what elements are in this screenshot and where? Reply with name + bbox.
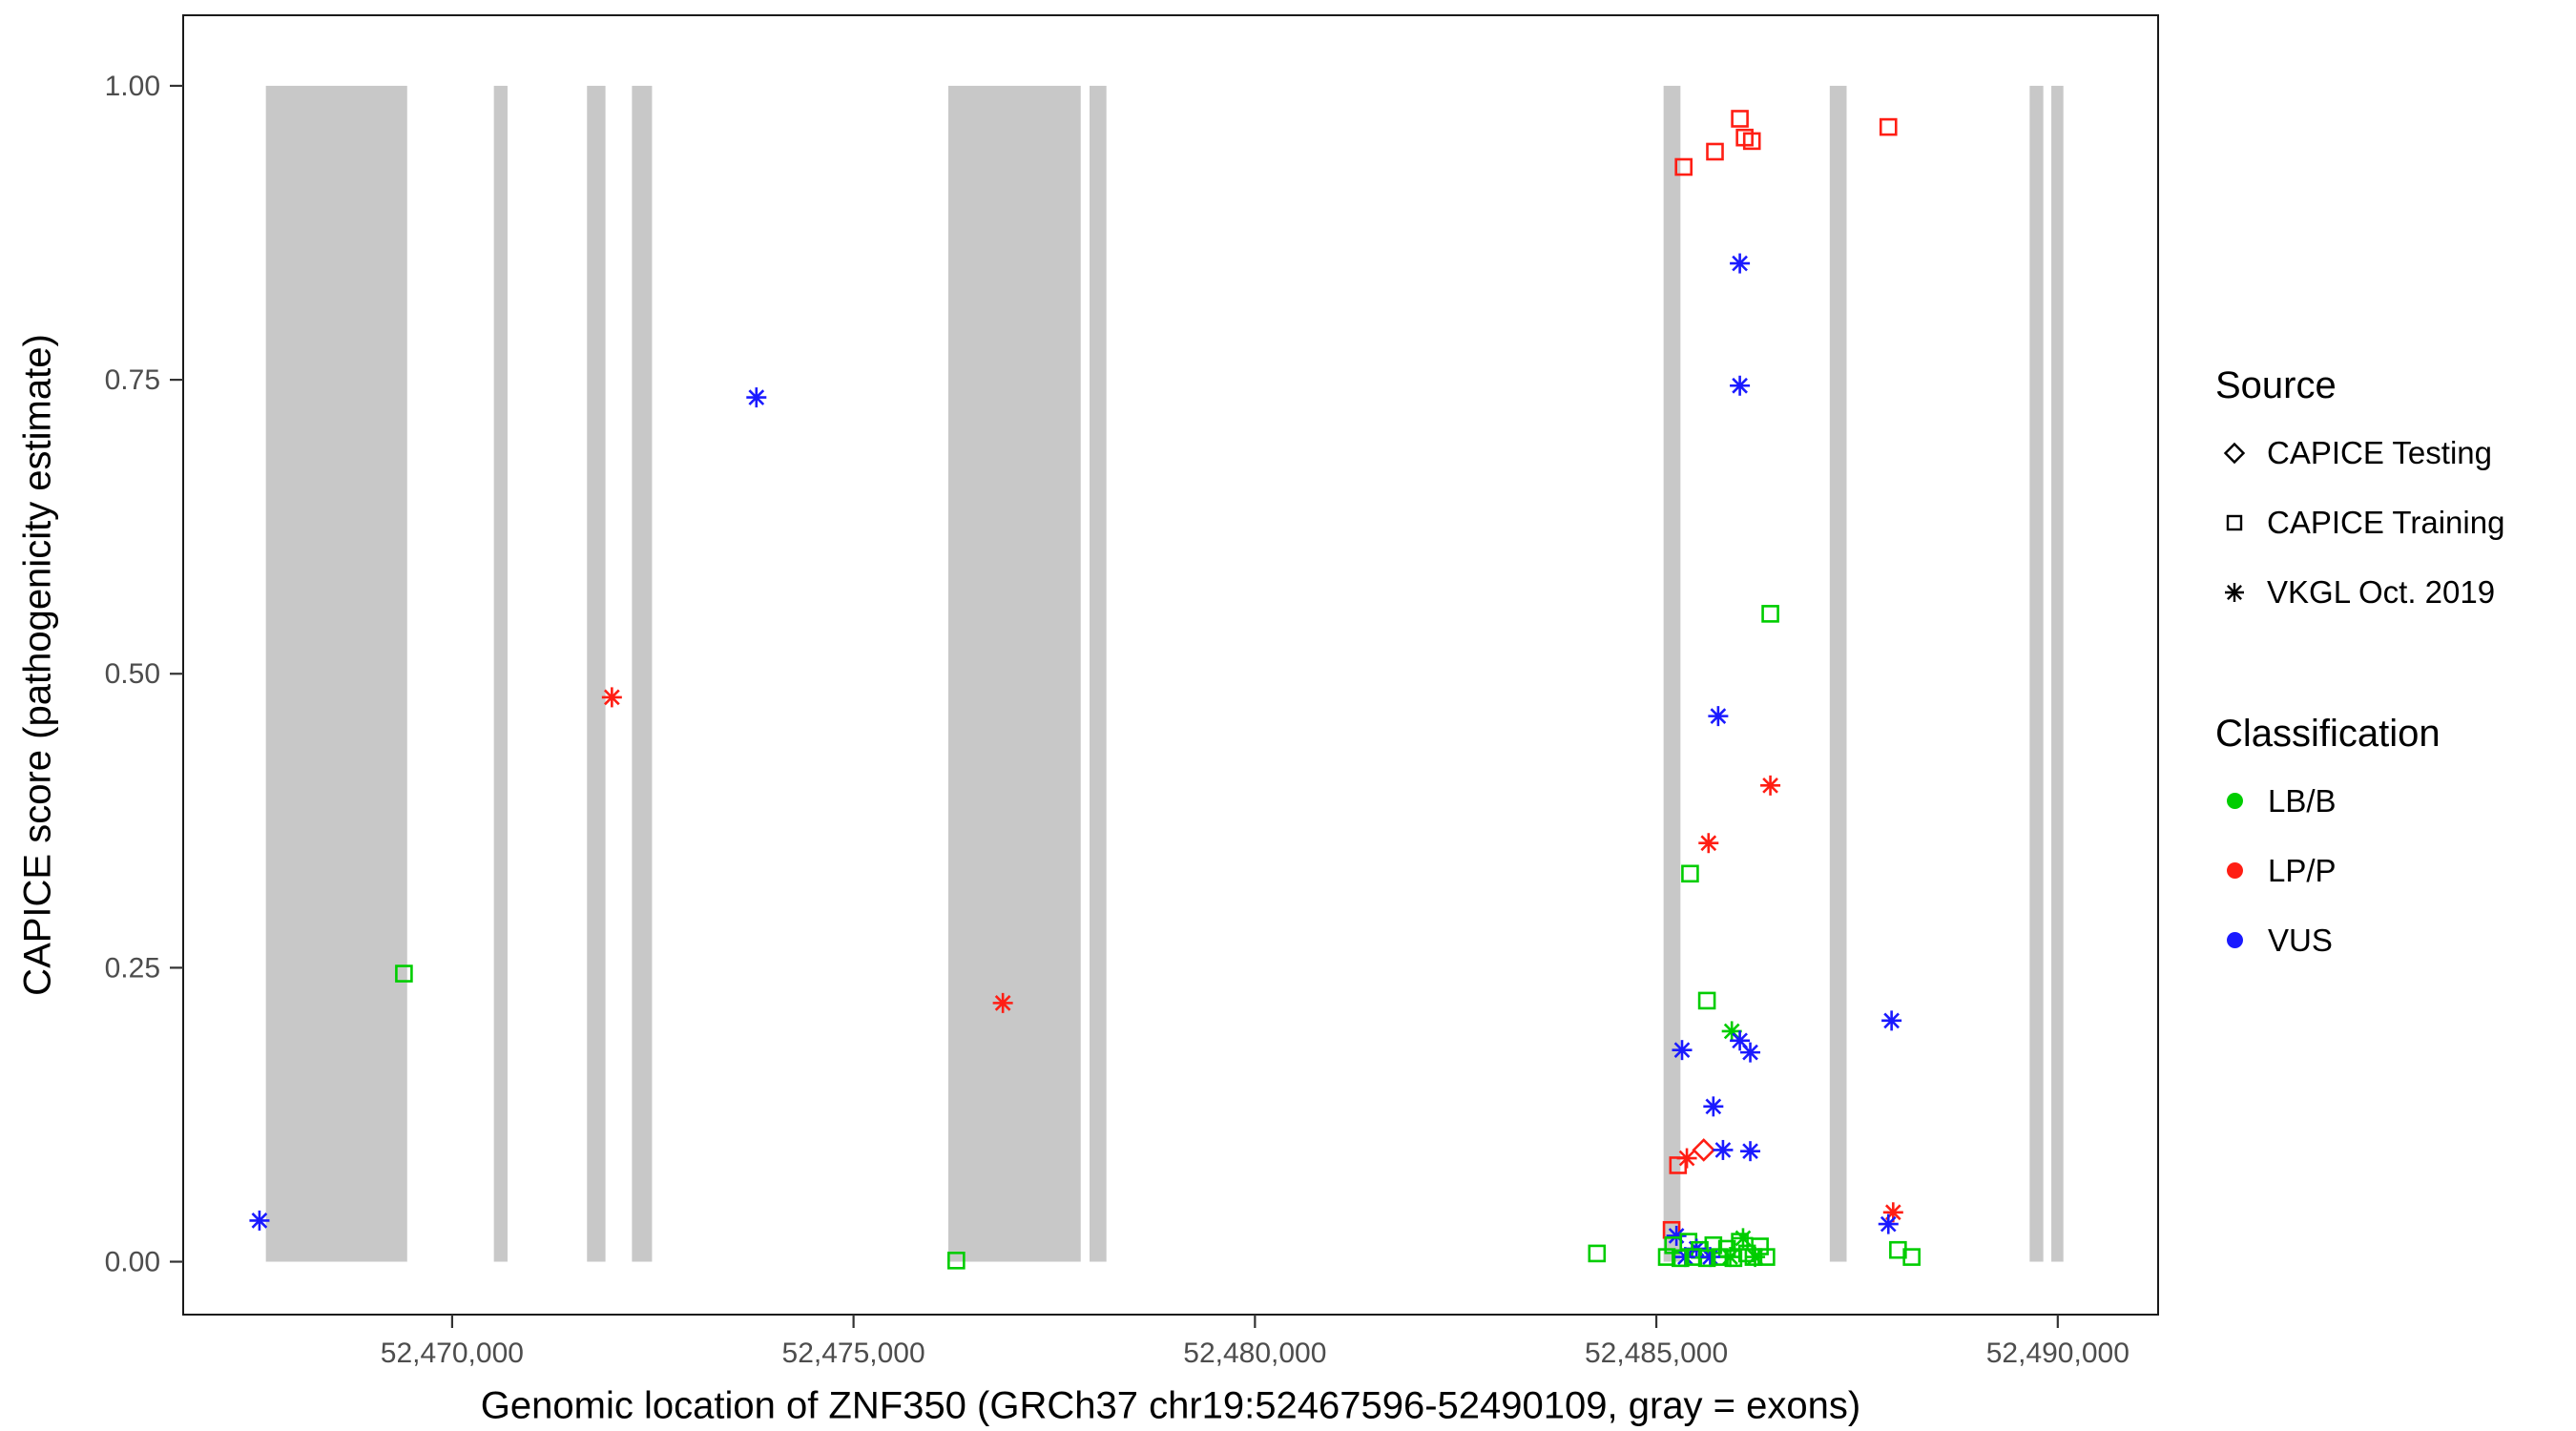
data-point — [1698, 833, 1719, 854]
legend-classification-title: Classification — [2215, 713, 2441, 755]
exon-band — [1663, 85, 1681, 1262]
panel-border — [182, 14, 2159, 1316]
data-point — [1713, 1139, 1734, 1160]
x-tick-label: 52,475,000 — [782, 1338, 925, 1369]
legend-item-vkgl: VKGL Oct. 2019 — [2215, 557, 2559, 627]
data-point — [1761, 605, 1779, 623]
legend-item-label: VUS — [2268, 922, 2333, 958]
exon-band — [2051, 85, 2064, 1262]
x-tick-label: 52,490,000 — [1986, 1338, 2129, 1369]
legend-item-lbb: LB/B — [2215, 766, 2559, 836]
exon-band — [632, 85, 653, 1262]
exon-band — [947, 85, 1081, 1262]
legend-item-label: VKGL Oct. 2019 — [2267, 573, 2496, 610]
data-point — [395, 964, 413, 983]
legend-item-vus: VUS — [2215, 905, 2559, 975]
legend-item-capice-training: CAPICE Training — [2215, 487, 2559, 557]
data-point — [1730, 375, 1751, 396]
data-point — [746, 387, 767, 408]
y-axis-title: CAPICE score (pathogenicity estimate) — [16, 334, 59, 996]
data-point — [1703, 1096, 1724, 1117]
data-point — [1588, 1244, 1607, 1263]
data-point — [601, 687, 622, 708]
data-point — [1740, 1042, 1761, 1063]
data-point — [1757, 1248, 1776, 1266]
legend: Source CAPICE Testing CAPICE Training VK… — [2215, 351, 2559, 975]
data-point — [1878, 1213, 1899, 1234]
data-point — [1902, 1248, 1921, 1266]
data-point — [1666, 1225, 1687, 1246]
lbb-dot-icon — [2227, 793, 2243, 809]
data-point — [1730, 253, 1751, 274]
y-tick-label: 0.50 — [105, 658, 160, 690]
legend-item-lpp: LP/P — [2215, 836, 2559, 905]
x-tick-label: 52,485,000 — [1585, 1338, 1728, 1369]
vus-dot-icon — [2227, 932, 2243, 948]
y-tick-label: 0.25 — [105, 952, 160, 984]
data-point — [1879, 117, 1898, 136]
x-tick-label: 52,480,000 — [1183, 1338, 1326, 1369]
square-icon — [2215, 504, 2254, 542]
data-point — [1745, 1247, 1766, 1268]
data-point — [1697, 991, 1716, 1010]
y-tick-label: 1.00 — [105, 71, 160, 102]
data-point — [1760, 775, 1781, 796]
exon-band — [587, 85, 606, 1262]
data-point — [1672, 1249, 1690, 1268]
exon-band — [265, 85, 407, 1262]
data-point — [1672, 1040, 1693, 1061]
legend-item-label: CAPICE Testing — [2267, 434, 2492, 470]
data-point — [249, 1210, 270, 1231]
x-axis-title: Genomic location of ZNF350 (GRCh37 chr19… — [480, 1384, 1861, 1427]
data-point — [1697, 1249, 1716, 1268]
x-tick-label: 52,470,000 — [381, 1338, 524, 1369]
legend-item-label: LP/P — [2268, 852, 2337, 888]
data-point — [1708, 706, 1729, 727]
legend-source-title: Source — [2215, 364, 2337, 406]
asterisk-icon — [2215, 573, 2254, 612]
y-tick-label: 0.75 — [105, 364, 160, 396]
lpp-dot-icon — [2227, 862, 2243, 879]
data-point — [992, 992, 1013, 1013]
exon-band — [2029, 85, 2044, 1262]
data-point — [1692, 1138, 1716, 1162]
data-point — [1740, 1141, 1761, 1162]
data-point — [1742, 132, 1761, 151]
data-point — [1724, 1249, 1743, 1268]
data-point — [1731, 110, 1749, 128]
exon-band — [1829, 85, 1847, 1262]
data-point — [1881, 1010, 1902, 1031]
data-point — [1674, 157, 1693, 176]
data-point — [947, 1252, 966, 1270]
y-tick-label: 0.00 — [105, 1247, 160, 1278]
legend-item-capice-testing: CAPICE Testing — [2215, 418, 2559, 487]
exon-band — [1090, 85, 1107, 1262]
diamond-icon — [2215, 434, 2254, 472]
exon-band — [493, 85, 508, 1262]
data-point — [1706, 142, 1724, 161]
data-point — [1657, 1248, 1676, 1266]
legend-item-label: LB/B — [2268, 782, 2337, 819]
data-point — [1669, 1156, 1688, 1174]
legend-item-label: CAPICE Training — [2267, 504, 2505, 540]
data-point — [1681, 864, 1699, 883]
